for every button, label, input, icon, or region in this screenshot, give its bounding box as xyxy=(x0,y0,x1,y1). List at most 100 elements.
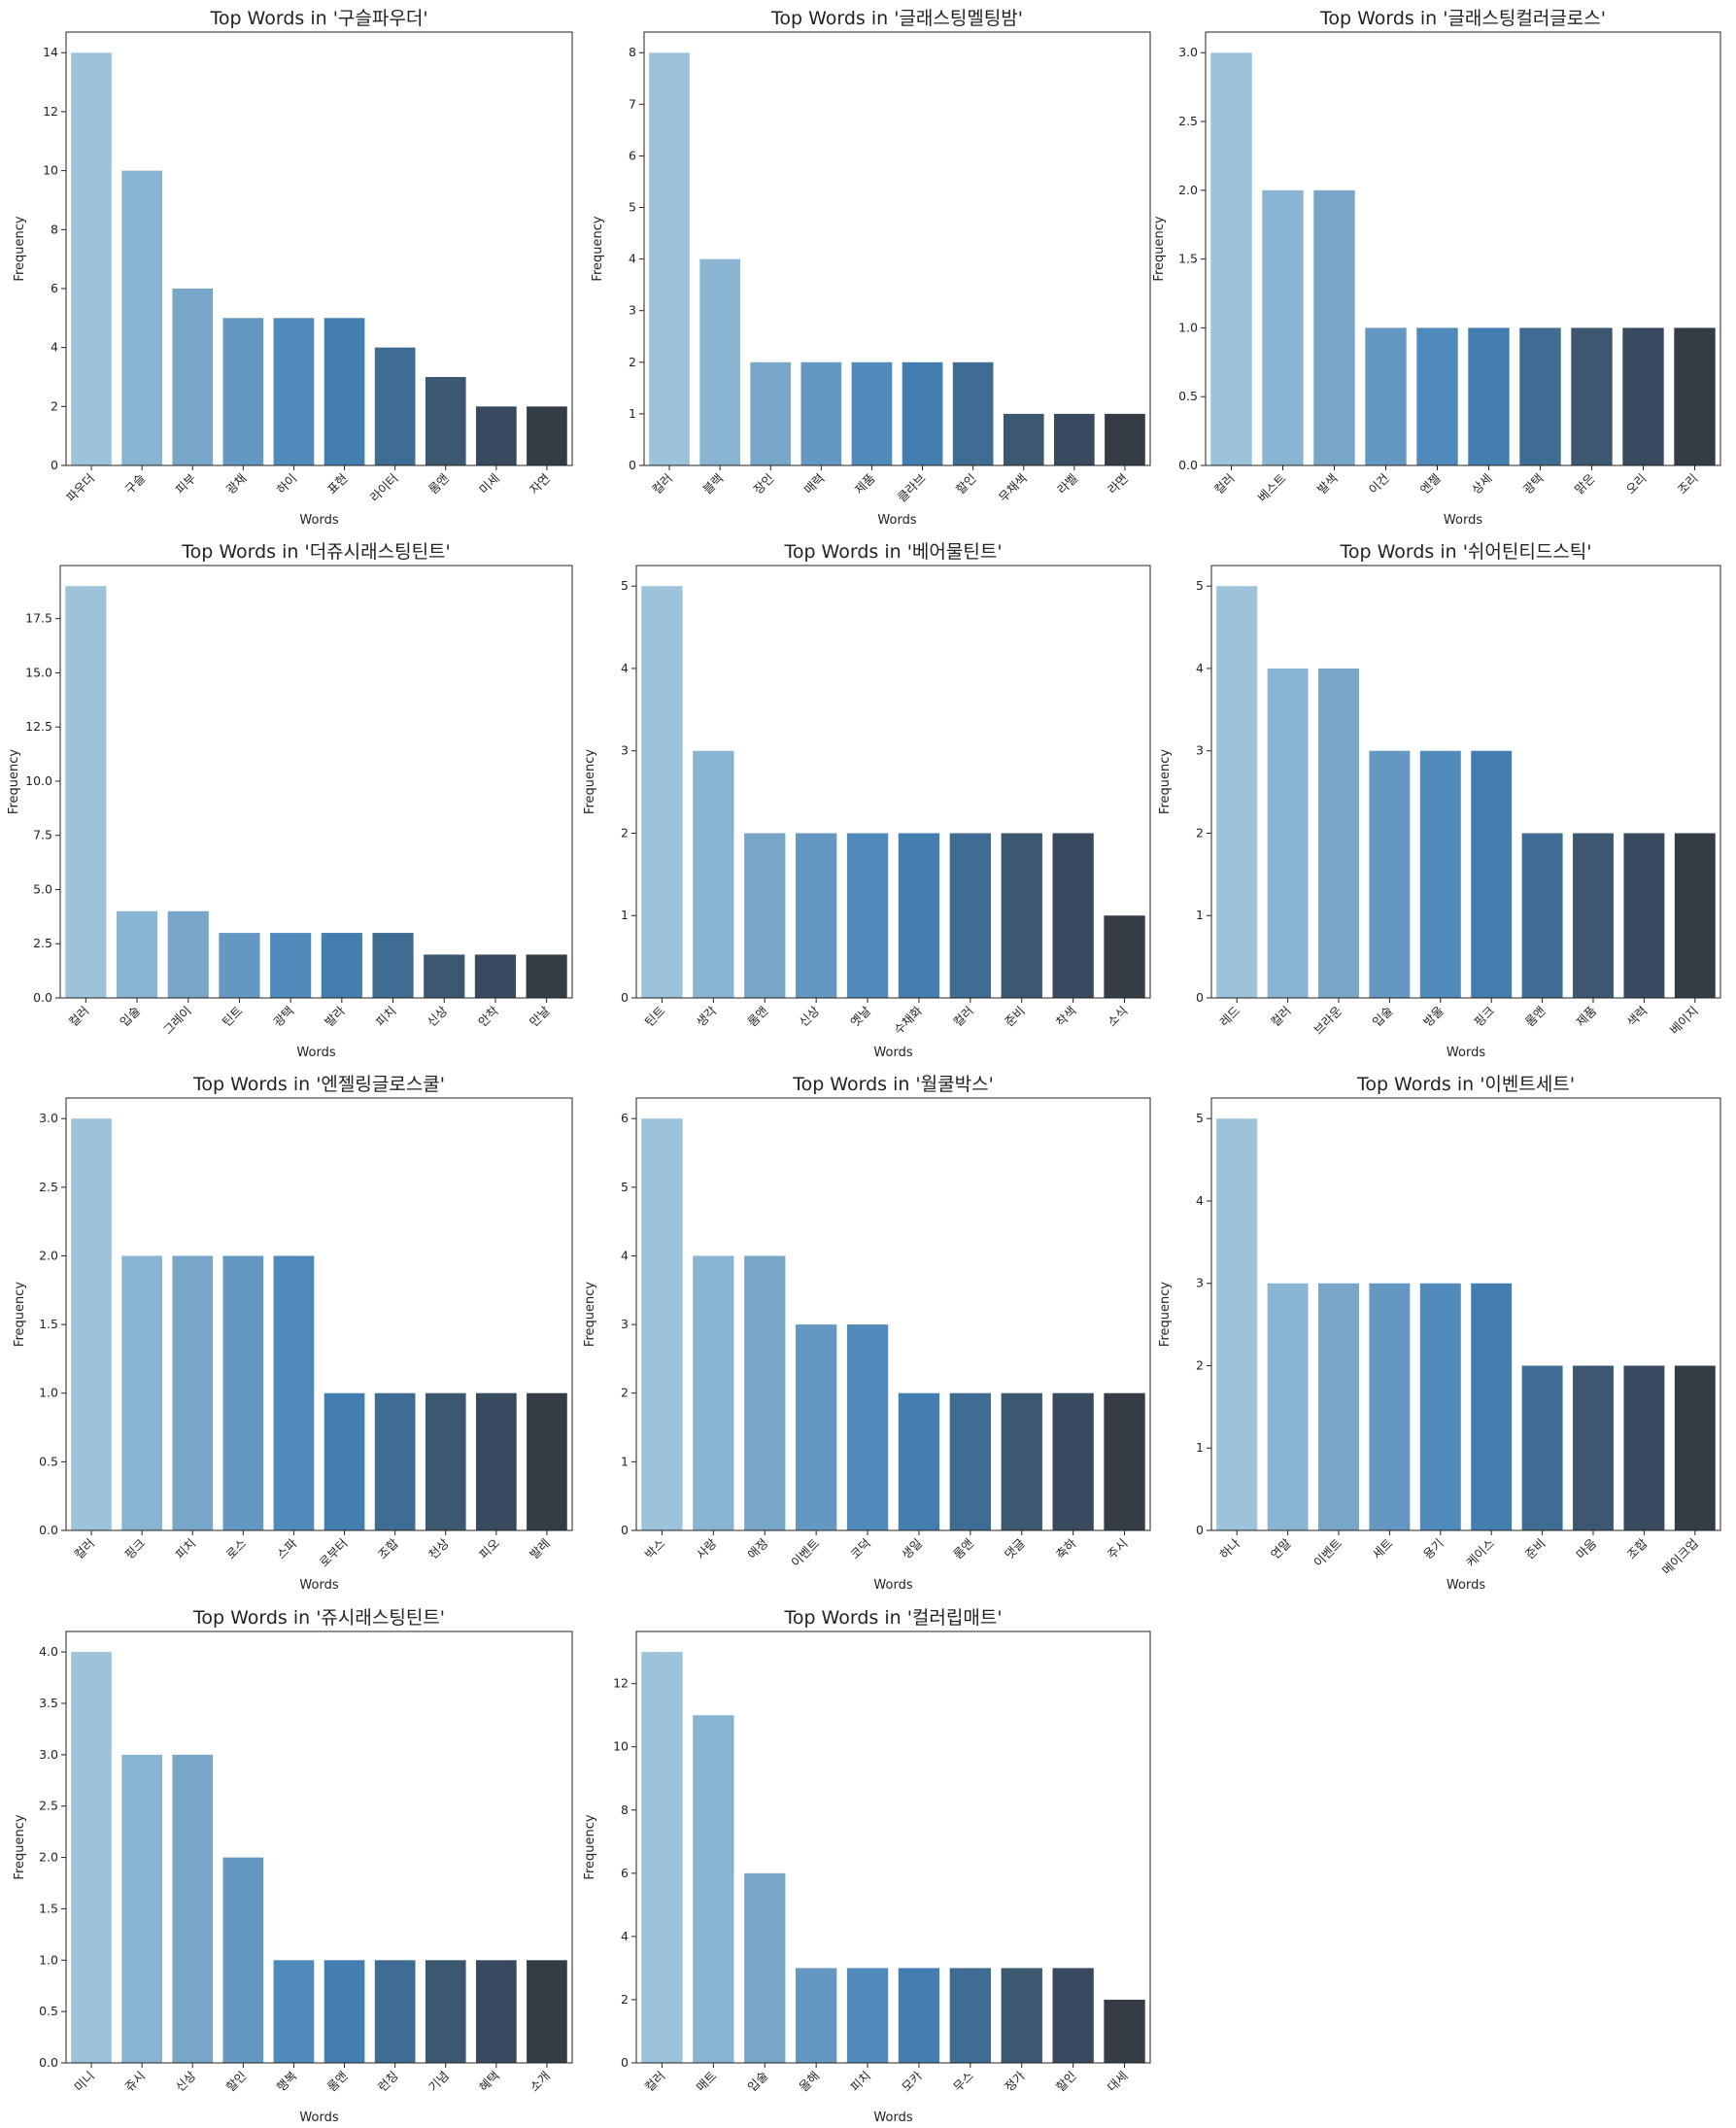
x-tick-label: 라이터 xyxy=(367,471,401,505)
y-tick-label: 4 xyxy=(629,252,636,266)
x-tick-label: 코덕 xyxy=(847,1536,873,1562)
x-axis-label: Words xyxy=(299,513,338,528)
y-tick-label: 1 xyxy=(1196,908,1204,922)
bar-10 xyxy=(526,954,567,998)
x-tick-label: 소개 xyxy=(527,2069,553,2095)
bar-10 xyxy=(1104,1392,1145,1530)
bar-4 xyxy=(222,318,264,465)
y-tick-label: 4 xyxy=(621,1248,629,1262)
x-tick-label: 마음 xyxy=(1573,1536,1599,1562)
chart-panel-9: 0 1 2 3 4 5 하나 연말 이벤트 세트 용기 케이스 준비 마음 조합 메이크업 Top Words … xyxy=(1158,1074,1721,1593)
x-tick-label: 모카 xyxy=(899,2068,925,2094)
x-tick-label: 틴트 xyxy=(220,1004,246,1030)
y-tick-label: 3.0 xyxy=(1178,45,1198,59)
bar-2 xyxy=(1267,668,1309,998)
y-tick-label: 3 xyxy=(1196,743,1204,758)
bar-5 xyxy=(273,1255,315,1530)
x-tick-label: 클라브 xyxy=(895,471,929,505)
x-tick-label: 광채 xyxy=(223,471,250,498)
plot-frame xyxy=(65,1097,573,1531)
bar-3 xyxy=(1318,668,1359,998)
bar-4 xyxy=(219,933,260,998)
y-tick-label: 14 xyxy=(43,45,58,59)
x-tick-label: 생일 xyxy=(899,1536,925,1562)
bar-2 xyxy=(693,1715,734,2063)
bar-4 xyxy=(222,1255,264,1530)
bar-10 xyxy=(527,1392,567,1530)
y-tick-label: 0.0 xyxy=(33,990,52,1005)
x-axis-label: Words xyxy=(873,2111,912,2125)
y-tick-label: 0.0 xyxy=(1178,458,1198,472)
x-tick-label: 상세 xyxy=(1469,471,1495,498)
y-tick-label: 0 xyxy=(621,2055,629,2070)
y-tick-label: 6 xyxy=(629,148,636,162)
y-tick-label: 1 xyxy=(629,406,636,421)
y-tick-label: 4 xyxy=(621,661,629,675)
x-tick-label: 용기 xyxy=(1420,1536,1447,1562)
y-tick-label: 1.5 xyxy=(1178,252,1198,266)
bar-7 xyxy=(949,1392,992,1530)
x-tick-label: 로부터 xyxy=(317,1536,351,1570)
x-tick-label: 세트 xyxy=(1370,1536,1396,1562)
bar-3 xyxy=(1318,1283,1359,1530)
bar-9 xyxy=(476,1392,517,1530)
x-tick-label: 소식 xyxy=(1105,1004,1131,1030)
bar-2 xyxy=(121,1255,162,1530)
bar-4 xyxy=(795,833,837,998)
x-tick-label: 하나 xyxy=(1216,1535,1242,1562)
bar-9 xyxy=(1054,413,1095,465)
x-axis-label: Words xyxy=(296,1046,335,1060)
x-tick-label: 대세 xyxy=(1105,2069,1131,2095)
y-axis-label: Frequency xyxy=(13,1282,27,1347)
y-tick-label: 7 xyxy=(629,96,636,111)
x-tick-label: 연말 xyxy=(1268,1535,1294,1562)
x-tick-label: 광택 xyxy=(1520,471,1547,498)
bar-8 xyxy=(1573,1365,1614,1530)
x-tick-label: 올해 xyxy=(796,2069,822,2095)
bar-7 xyxy=(949,833,992,998)
x-tick-label: 준비 xyxy=(1002,1004,1028,1030)
x-tick-label: 축하 xyxy=(1053,1535,1079,1562)
bar-8 xyxy=(1001,1968,1042,2063)
bar-9 xyxy=(476,406,517,465)
y-axis-label: Frequency xyxy=(1158,749,1173,814)
x-tick-label: 구슬 xyxy=(121,471,148,498)
chart-panel-3: 0.0 0.5 1.0 1.5 2.0 2.5 3.0 컬러 베스트 발색 이건 엔젤 상세 광택 맑은 오리… xyxy=(1152,8,1721,528)
bar-1 xyxy=(71,1652,112,2063)
y-tick-label: 1.5 xyxy=(39,1901,58,1915)
x-tick-label: 컬러 xyxy=(642,2069,668,2095)
bar-4 xyxy=(222,1857,264,2063)
x-tick-label: 컬러 xyxy=(1211,471,1238,498)
bar-9 xyxy=(1622,327,1664,465)
bar-2 xyxy=(693,1255,734,1530)
y-axis-label: Frequency xyxy=(583,1282,597,1347)
x-tick-label: 베이지 xyxy=(1667,1004,1701,1038)
chart-panel-4: 0.0 2.5 5.0 7.5 10.0 12.5 15.0 17.5 컬러 입술 그레이 틴트 광택 발… xyxy=(7,541,573,1060)
y-tick-label: 2 xyxy=(629,355,636,369)
chart-title: Top Words in '컬러립매트' xyxy=(783,1607,1002,1629)
y-tick-label: 2.0 xyxy=(39,1850,58,1865)
y-tick-label: 1 xyxy=(621,908,629,922)
x-tick-label: 컬러 xyxy=(71,1536,97,1562)
bar-10 xyxy=(1105,413,1145,465)
chart-title: Top Words in '글래스팅멜팅밤' xyxy=(770,8,1023,29)
x-tick-label: 메이크업 xyxy=(1659,1536,1701,1578)
plot-frame xyxy=(59,565,573,999)
chart-title: Top Words in '월쿨박스' xyxy=(792,1074,994,1095)
bar-6 xyxy=(898,1968,940,2063)
bar-9 xyxy=(1052,833,1094,998)
x-tick-label: 런칭 xyxy=(375,2069,401,2095)
chart-title: Top Words in '쥬시래스팅틴트' xyxy=(192,1607,445,1629)
bar-3 xyxy=(750,361,792,465)
chart-panel-11: 0 2 4 6 8 10 12 컬러 매트 입술 올해 피치 모카 무스 정가 할인 대세 Top Words i… xyxy=(583,1607,1151,2125)
y-tick-label: 17.5 xyxy=(25,611,52,626)
bar-1 xyxy=(1216,586,1258,998)
bar-7 xyxy=(372,933,414,998)
x-tick-label: 이벤트 xyxy=(788,1536,822,1570)
x-tick-label: 할인 xyxy=(223,2069,250,2095)
y-tick-label: 0.0 xyxy=(39,1523,58,1537)
bar-2 xyxy=(121,170,162,465)
bar-4 xyxy=(795,1324,837,1530)
bar-1 xyxy=(1210,52,1252,466)
